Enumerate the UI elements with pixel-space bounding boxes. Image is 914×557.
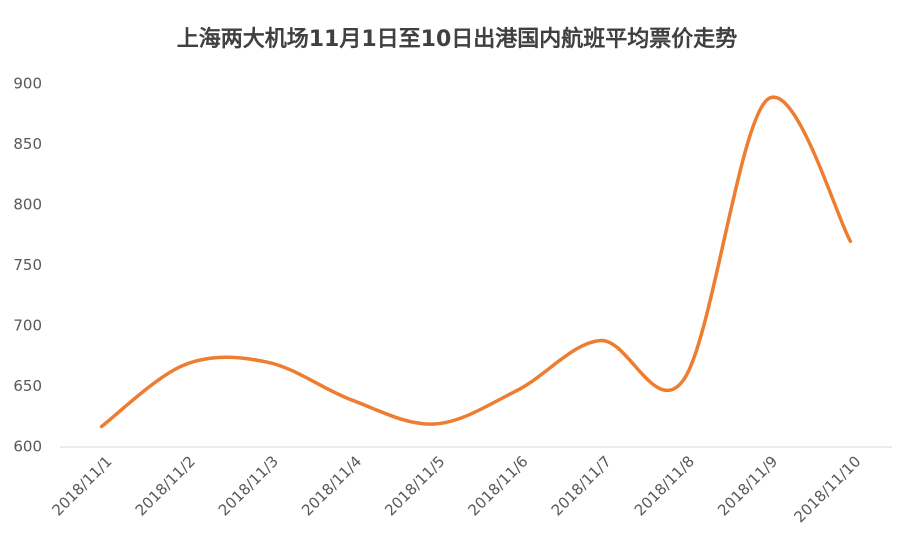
x-tick-label: 2018/11/9: [714, 452, 781, 519]
y-tick-label: 900: [13, 75, 42, 93]
x-tick-label: 2018/11/6: [464, 452, 531, 519]
y-tick-label: 700: [13, 317, 42, 335]
x-tick-label: 2018/11/5: [381, 452, 448, 519]
x-tick-label: 2018/11/7: [548, 452, 615, 519]
y-tick-label: 750: [13, 256, 42, 274]
x-tick-label: 2018/11/3: [215, 452, 282, 519]
y-tick-label: 600: [13, 438, 42, 456]
y-tick-label: 650: [13, 377, 42, 395]
line: [99, 95, 853, 429]
y-tick-label: 850: [13, 135, 42, 153]
x-tick-label: 2018/11/4: [298, 452, 365, 519]
y-tick-label: 800: [13, 196, 42, 214]
x-tick-label: 2018/11/8: [631, 452, 698, 519]
x-tick-label: 2018/11/2: [132, 452, 199, 519]
x-tick-label: 2018/11/1: [48, 452, 115, 519]
chart-title: 上海两大机场11月1日至10日出港国内航班平均票价走势: [177, 26, 738, 52]
x-tick-label: 2018/11/10: [791, 452, 865, 526]
